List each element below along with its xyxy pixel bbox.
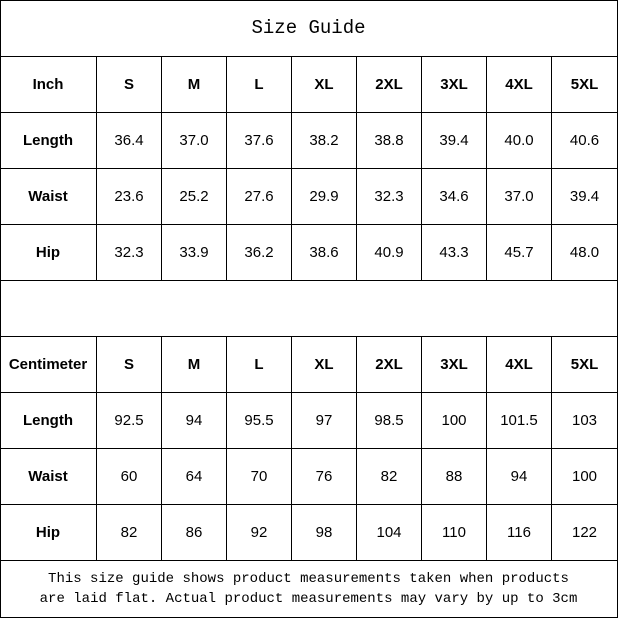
measurement-cell: 86 (162, 505, 227, 561)
measurement-cell: 104 (357, 505, 422, 561)
measurement-cell: 36.2 (227, 225, 292, 281)
size-header: M (162, 57, 227, 113)
measurement-cell: 92 (227, 505, 292, 561)
measurement-cell: 39.4 (422, 113, 487, 169)
size-header: S (97, 57, 162, 113)
size-header: XL (292, 337, 357, 393)
measurement-cell: 82 (357, 449, 422, 505)
measurement-cell: 76 (292, 449, 357, 505)
measurement-cell: 45.7 (487, 225, 552, 281)
measurement-cell: 94 (162, 393, 227, 449)
measurement-cell: 34.6 (422, 169, 487, 225)
measurement-cell: 29.9 (292, 169, 357, 225)
measurement-cell: 32.3 (357, 169, 422, 225)
measurement-cell: 32.3 (97, 225, 162, 281)
measurement-cell: 40.0 (487, 113, 552, 169)
measurement-cell: 36.4 (97, 113, 162, 169)
measurement-cell: 33.9 (162, 225, 227, 281)
measurement-cell: 94 (487, 449, 552, 505)
measurement-cell: 40.9 (357, 225, 422, 281)
measurement-cell: 98 (292, 505, 357, 561)
row-label: Waist (0, 169, 97, 225)
size-header: 4XL (487, 337, 552, 393)
note-line-2: are laid flat. Actual product measuremen… (39, 591, 578, 607)
measurement-cell: 95.5 (227, 393, 292, 449)
measurement-cell: 25.2 (162, 169, 227, 225)
size-header: 2XL (357, 337, 422, 393)
measurement-cell: 116 (487, 505, 552, 561)
size-header: 5XL (552, 57, 618, 113)
measurement-cell: 88 (422, 449, 487, 505)
row-label: Waist (0, 449, 97, 505)
measurement-cell: 37.0 (487, 169, 552, 225)
measurement-cell: 38.2 (292, 113, 357, 169)
measurement-note: This size guide shows product measuremen… (0, 561, 618, 618)
measurement-cell: 98.5 (357, 393, 422, 449)
measurement-cell: 103 (552, 393, 618, 449)
spacer-row (0, 281, 618, 337)
size-guide-title: Size Guide (0, 0, 618, 57)
size-header: 4XL (487, 57, 552, 113)
measurement-cell: 97 (292, 393, 357, 449)
measurement-cell: 38.8 (357, 113, 422, 169)
measurement-cell: 64 (162, 449, 227, 505)
measurement-cell: 122 (552, 505, 618, 561)
measurement-cell: 37.0 (162, 113, 227, 169)
row-label: Hip (0, 225, 97, 281)
size-header: S (97, 337, 162, 393)
measurement-cell: 23.6 (97, 169, 162, 225)
unit-label: Centimeter (0, 337, 97, 393)
size-header: M (162, 337, 227, 393)
row-label: Length (0, 393, 97, 449)
measurement-cell: 40.6 (552, 113, 618, 169)
size-header: 2XL (357, 57, 422, 113)
measurement-cell: 27.6 (227, 169, 292, 225)
measurement-cell: 38.6 (292, 225, 357, 281)
size-header: 5XL (552, 337, 618, 393)
measurement-cell: 48.0 (552, 225, 618, 281)
measurement-cell: 60 (97, 449, 162, 505)
size-header: 3XL (422, 57, 487, 113)
note-line-1: This size guide shows product measuremen… (48, 571, 569, 587)
measurement-cell: 43.3 (422, 225, 487, 281)
measurement-cell: 39.4 (552, 169, 618, 225)
size-header: L (227, 57, 292, 113)
measurement-cell: 37.6 (227, 113, 292, 169)
row-label: Length (0, 113, 97, 169)
measurement-cell: 92.5 (97, 393, 162, 449)
size-header: XL (292, 57, 357, 113)
measurement-cell: 100 (422, 393, 487, 449)
size-header: 3XL (422, 337, 487, 393)
measurement-cell: 101.5 (487, 393, 552, 449)
measurement-cell: 110 (422, 505, 487, 561)
measurement-cell: 70 (227, 449, 292, 505)
row-label: Hip (0, 505, 97, 561)
size-header: L (227, 337, 292, 393)
unit-label: Inch (0, 57, 97, 113)
measurement-cell: 100 (552, 449, 618, 505)
measurement-cell: 82 (97, 505, 162, 561)
